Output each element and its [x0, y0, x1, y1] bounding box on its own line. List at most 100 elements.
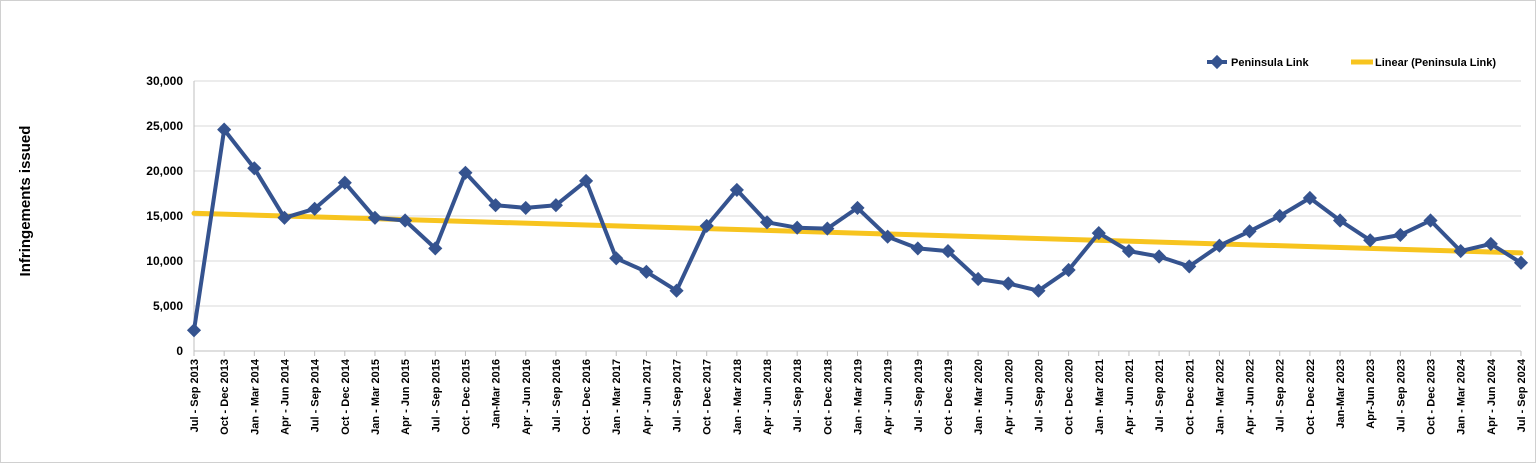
- data-point: [578, 173, 594, 188]
- x-tick-label: Jul - Sep 2022: [1275, 359, 1287, 432]
- data-point: [488, 198, 503, 213]
- y-tick-label: 20,000: [146, 164, 183, 178]
- data-point: [669, 283, 684, 298]
- x-tick-label: Oct - Dec 2022: [1305, 359, 1317, 435]
- x-tick-label: Apr - Jun 2018: [762, 359, 774, 435]
- data-point: [1483, 236, 1498, 251]
- x-tick-label: Oct - Dec 2021: [1184, 359, 1196, 435]
- x-tick-label: Jan - Mar 2014: [249, 358, 261, 435]
- data-point: [910, 241, 925, 256]
- x-tick-label: Jul - Sep 2021: [1154, 359, 1166, 432]
- legend-series-marker: [1209, 54, 1225, 70]
- x-tick-label: Oct - Dec 2013: [219, 359, 231, 435]
- y-tick-label: 10,000: [146, 254, 183, 268]
- data-point: [1423, 213, 1438, 228]
- x-tick-label: Jul - Sep 2023: [1395, 359, 1407, 432]
- x-tick-label: Apr - Jun 2017: [641, 359, 653, 435]
- x-tick-label: Apr - Jun 2024: [1486, 358, 1498, 435]
- gridlines: [194, 80, 1521, 307]
- x-tick-label: Jan - Mar 2018: [732, 359, 744, 435]
- x-tick-label: Oct - Dec 2018: [822, 359, 834, 435]
- data-point: [277, 210, 292, 225]
- data-point: [1182, 259, 1197, 274]
- x-tick-label: Jul - Sep 2013: [189, 359, 201, 432]
- x-tick-label: Oct - Dec 2014: [340, 358, 352, 435]
- x-tick-label: Apr - Jun 2015: [400, 359, 412, 435]
- data-point: [548, 198, 563, 213]
- x-tick-label: Jan - Mar 2019: [853, 359, 865, 435]
- legend: Peninsula Link Linear (Peninsula Link): [1207, 54, 1496, 70]
- x-tick-label: Oct - Dec 2019: [943, 359, 955, 435]
- data-point: [367, 210, 383, 225]
- trendline-layer: [191, 210, 1524, 256]
- legend-item-series: Peninsula Link: [1207, 54, 1310, 70]
- data-point: [1091, 226, 1106, 241]
- data-point: [1363, 233, 1378, 248]
- x-tick-label: Apr-Jun 2023: [1365, 359, 1377, 429]
- x-tick-label: Apr - Jun 2016: [521, 359, 533, 435]
- x-tick-label: Apr - Jun 2021: [1124, 359, 1136, 435]
- x-tick-label: Oct - Dec 2020: [1064, 359, 1076, 435]
- data-point: [639, 264, 654, 279]
- x-tick-label: Jan - Mar 2015: [370, 359, 382, 435]
- x-tick-label: Oct - Dec 2015: [460, 359, 472, 435]
- x-tick-label: Jul - Sep 2024: [1516, 358, 1528, 432]
- x-tick-label: Jul - Sep 2020: [1033, 359, 1045, 432]
- data-point: [1393, 227, 1408, 242]
- x-tick-label: Jul - Sep 2017: [672, 359, 684, 432]
- data-point: [518, 200, 533, 215]
- data-point: [1272, 208, 1287, 224]
- data-point: [307, 201, 322, 216]
- data-point: [1513, 255, 1529, 270]
- data-point: [1453, 244, 1468, 259]
- series-layer: [186, 122, 1529, 338]
- data-point: [699, 218, 714, 233]
- data-point: [790, 220, 805, 235]
- data-point: [1121, 244, 1137, 259]
- y-axis-label: Infringements issued: [17, 126, 34, 277]
- data-point: [337, 175, 352, 190]
- data-point: [820, 221, 835, 236]
- axes: [193, 81, 1522, 356]
- data-point: [609, 251, 624, 266]
- series-line: [192, 127, 1523, 331]
- data-point: [458, 165, 473, 180]
- data-point: [759, 215, 775, 230]
- x-tick-label: Jul - Sep 2014: [310, 358, 322, 432]
- x-axis-tick-labels: Jul - Sep 2013 Oct - Dec 2013 Jan - Mar 20…: [189, 358, 1528, 435]
- x-tick-label: Jul - Sep 2016: [551, 359, 563, 432]
- y-tick-label: 25,000: [146, 119, 183, 133]
- y-axis-tick-labels: 0 5,000 10,000 15,000 20,000 25,000 30,000: [146, 74, 183, 358]
- data-point: [940, 244, 956, 259]
- x-tick-label: Jan - Mar 2020: [973, 359, 985, 435]
- x-tick-label: Jan-Mar 2016: [491, 359, 503, 429]
- x-tick-label: Jul - Sep 2015: [430, 359, 442, 432]
- data-point: [398, 213, 413, 228]
- x-tick-label: Oct - Dec 2023: [1426, 359, 1438, 435]
- y-tick-label: 5,000: [153, 299, 183, 313]
- x-tick-label: Jan-Mar 2023: [1335, 359, 1347, 429]
- y-tick-label: 0: [176, 344, 183, 358]
- legend-item-trendline: Linear (Peninsula Link): [1351, 57, 1496, 69]
- trendline: [191, 210, 1524, 256]
- data-point: [1031, 283, 1046, 298]
- x-tick-label: Oct - Dec 2017: [702, 359, 714, 435]
- x-tick-label: Apr - Jun 2022: [1245, 359, 1257, 435]
- data-point: [247, 161, 262, 176]
- x-tick-label: Jan - Mar 2017: [611, 359, 623, 435]
- data-point: [850, 200, 865, 215]
- legend-series-label: Peninsula Link: [1231, 57, 1310, 69]
- legend-trendline-label: Linear (Peninsula Link): [1375, 57, 1496, 69]
- x-tick-label: Oct - Dec 2016: [581, 359, 593, 435]
- x-tick-label: Jan - Mar 2024: [1456, 358, 1468, 435]
- data-point: [971, 271, 986, 287]
- data-point: [729, 182, 744, 197]
- y-tick-label: 30,000: [146, 74, 183, 88]
- data-point: [428, 241, 443, 256]
- x-tick-label: Apr - Jun 2019: [883, 359, 895, 435]
- data-point: [1332, 213, 1348, 228]
- data-point: [880, 229, 895, 244]
- x-tick-label: Jan - Mar 2022: [1214, 359, 1226, 435]
